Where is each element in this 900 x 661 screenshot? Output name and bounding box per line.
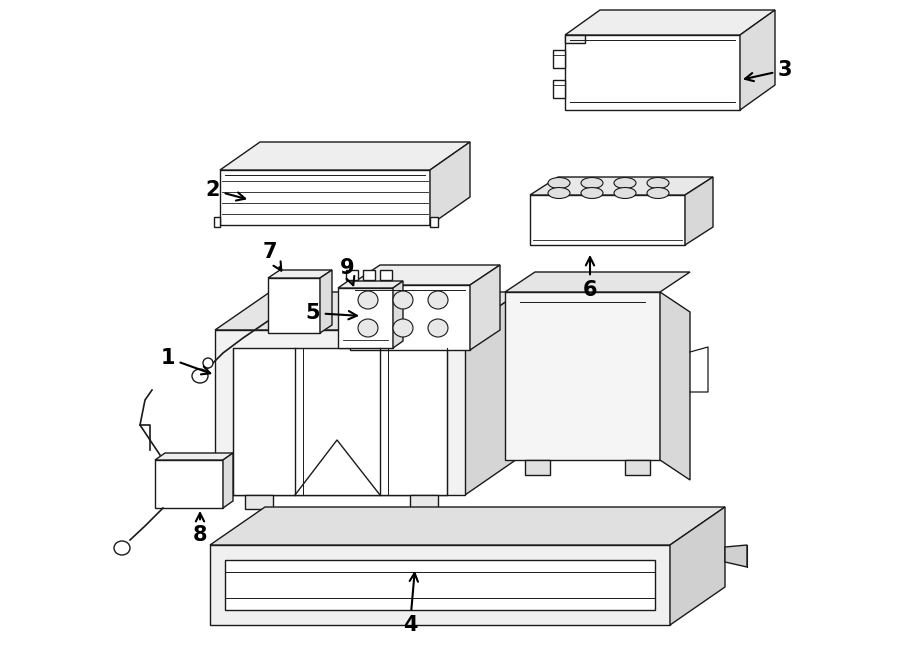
Polygon shape xyxy=(210,545,670,625)
Polygon shape xyxy=(670,507,725,625)
Polygon shape xyxy=(565,35,740,110)
Polygon shape xyxy=(214,217,220,227)
Polygon shape xyxy=(338,288,393,348)
Polygon shape xyxy=(410,495,438,509)
Polygon shape xyxy=(565,35,585,43)
Polygon shape xyxy=(220,142,470,170)
Polygon shape xyxy=(215,292,520,330)
Ellipse shape xyxy=(581,188,603,198)
Polygon shape xyxy=(530,195,685,245)
Polygon shape xyxy=(553,80,565,98)
Ellipse shape xyxy=(358,319,378,337)
Text: 2: 2 xyxy=(205,180,245,200)
Polygon shape xyxy=(268,270,332,278)
Ellipse shape xyxy=(428,319,448,337)
Polygon shape xyxy=(350,285,470,350)
Polygon shape xyxy=(380,270,392,280)
Ellipse shape xyxy=(581,178,603,188)
Polygon shape xyxy=(393,281,403,348)
Polygon shape xyxy=(155,460,223,508)
Text: 8: 8 xyxy=(193,513,207,545)
Text: 7: 7 xyxy=(263,242,282,270)
Polygon shape xyxy=(530,177,713,195)
Polygon shape xyxy=(430,142,470,225)
Ellipse shape xyxy=(647,188,669,198)
Text: 5: 5 xyxy=(305,303,357,323)
Polygon shape xyxy=(225,560,655,610)
Polygon shape xyxy=(740,10,775,110)
Ellipse shape xyxy=(203,358,213,368)
Ellipse shape xyxy=(358,291,378,309)
Polygon shape xyxy=(685,177,713,245)
Ellipse shape xyxy=(393,291,413,309)
Ellipse shape xyxy=(192,369,208,383)
Polygon shape xyxy=(565,10,775,35)
Polygon shape xyxy=(268,278,320,333)
Polygon shape xyxy=(210,507,725,545)
Polygon shape xyxy=(725,545,747,567)
Polygon shape xyxy=(465,292,520,495)
Text: 3: 3 xyxy=(745,60,793,81)
Polygon shape xyxy=(470,265,500,350)
Polygon shape xyxy=(505,272,690,292)
Polygon shape xyxy=(430,217,438,227)
Ellipse shape xyxy=(614,178,636,188)
Ellipse shape xyxy=(548,188,570,198)
Polygon shape xyxy=(625,460,650,475)
Text: 6: 6 xyxy=(583,257,598,300)
Polygon shape xyxy=(350,265,500,285)
Polygon shape xyxy=(363,270,375,280)
Polygon shape xyxy=(525,460,550,475)
Polygon shape xyxy=(553,50,565,68)
Text: 1: 1 xyxy=(160,348,211,374)
Polygon shape xyxy=(223,453,233,508)
Polygon shape xyxy=(660,292,690,480)
Polygon shape xyxy=(320,270,332,333)
Polygon shape xyxy=(346,270,358,280)
Ellipse shape xyxy=(647,178,669,188)
Polygon shape xyxy=(220,170,430,225)
Ellipse shape xyxy=(614,188,636,198)
Ellipse shape xyxy=(548,178,570,188)
Polygon shape xyxy=(155,453,233,460)
Polygon shape xyxy=(233,348,447,495)
Text: 9: 9 xyxy=(339,258,355,285)
Ellipse shape xyxy=(428,291,448,309)
Polygon shape xyxy=(338,281,403,288)
Polygon shape xyxy=(215,330,465,495)
Text: 4: 4 xyxy=(403,573,418,635)
Ellipse shape xyxy=(393,319,413,337)
Polygon shape xyxy=(245,495,273,509)
Polygon shape xyxy=(505,292,660,460)
Ellipse shape xyxy=(114,541,130,555)
